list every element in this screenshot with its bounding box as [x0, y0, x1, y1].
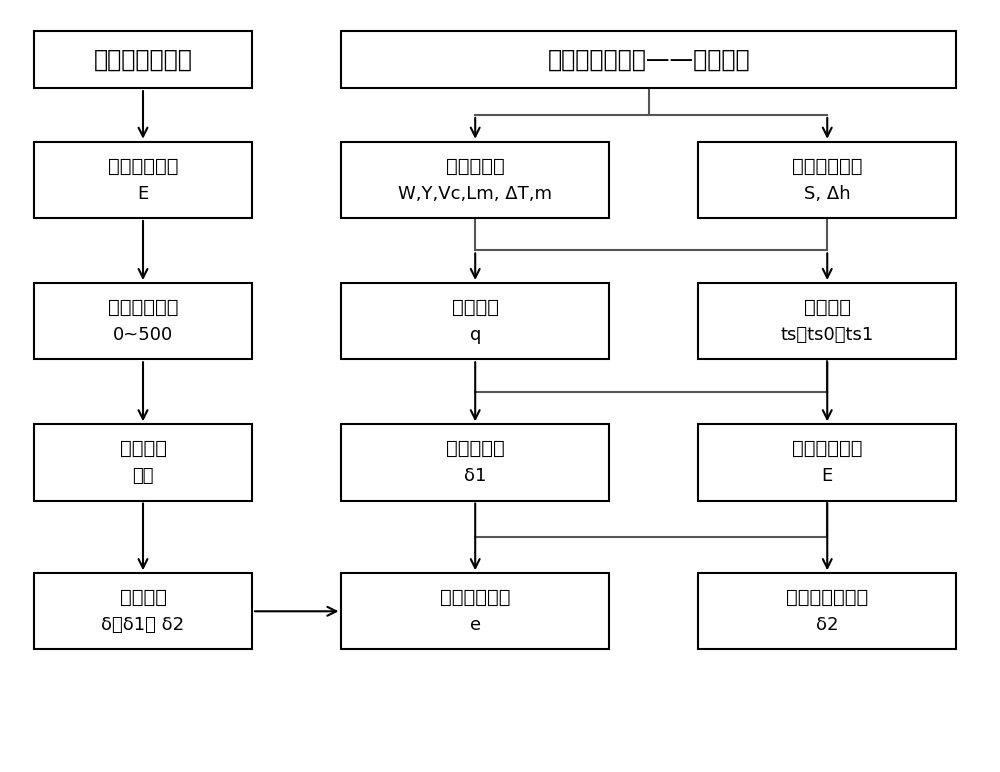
Bar — [698, 424, 956, 500]
Bar — [34, 141, 252, 218]
Text: S, Δh: S, Δh — [804, 185, 851, 202]
Bar — [341, 31, 956, 88]
Text: 凝固时间: 凝固时间 — [804, 298, 851, 317]
Text: 典型位置取样: 典型位置取样 — [108, 298, 178, 317]
Bar — [341, 141, 609, 218]
Bar — [34, 573, 252, 649]
Text: W,Y,Vc,Lm, ΔT,m: W,Y,Vc,Lm, ΔT,m — [398, 185, 552, 202]
Bar — [341, 573, 609, 649]
Bar — [34, 31, 252, 88]
Text: 枝晶侵蚀: 枝晶侵蚀 — [120, 439, 167, 458]
Text: 白线: 白线 — [132, 467, 154, 485]
Text: 漏鈢坏壳厚度: 漏鈢坏壳厚度 — [792, 439, 862, 458]
Text: （二）理论计算——漏鈢模型: （二）理论计算——漏鈢模型 — [547, 48, 750, 72]
Bar — [698, 283, 956, 359]
Text: δ2: δ2 — [816, 616, 838, 634]
Text: 漏鈢坏壳参数: 漏鈢坏壳参数 — [792, 157, 862, 175]
Bar — [341, 283, 609, 359]
Text: 各层厚度: 各层厚度 — [120, 588, 167, 607]
Text: e: e — [470, 616, 481, 634]
Text: E: E — [822, 467, 833, 485]
Text: 粨附层厚度: 粨附层厚度 — [446, 439, 505, 458]
Text: δ1: δ1 — [464, 467, 486, 485]
Text: ts、ts0、ts1: ts、ts0、ts1 — [781, 326, 874, 344]
Bar — [698, 141, 956, 218]
Text: 漏鈢坏壳厚度: 漏鈢坏壳厚度 — [108, 157, 178, 175]
Text: 结晶器参数: 结晶器参数 — [446, 157, 505, 175]
Text: q: q — [470, 326, 481, 344]
Bar — [698, 573, 956, 649]
Text: （一）实验测量: （一）实验测量 — [94, 48, 192, 72]
Bar — [34, 424, 252, 500]
Text: E: E — [137, 185, 149, 202]
Bar — [341, 424, 609, 500]
Text: 额外凝固层厚度: 额外凝固层厚度 — [786, 588, 868, 607]
Bar — [34, 283, 252, 359]
Text: 0~500: 0~500 — [113, 326, 173, 344]
Text: δ、δ1、 δ2: δ、δ1、 δ2 — [101, 616, 185, 634]
Text: 真实坏壳厚度: 真实坏壳厚度 — [440, 588, 510, 607]
Text: 热流密度: 热流密度 — [452, 298, 499, 317]
